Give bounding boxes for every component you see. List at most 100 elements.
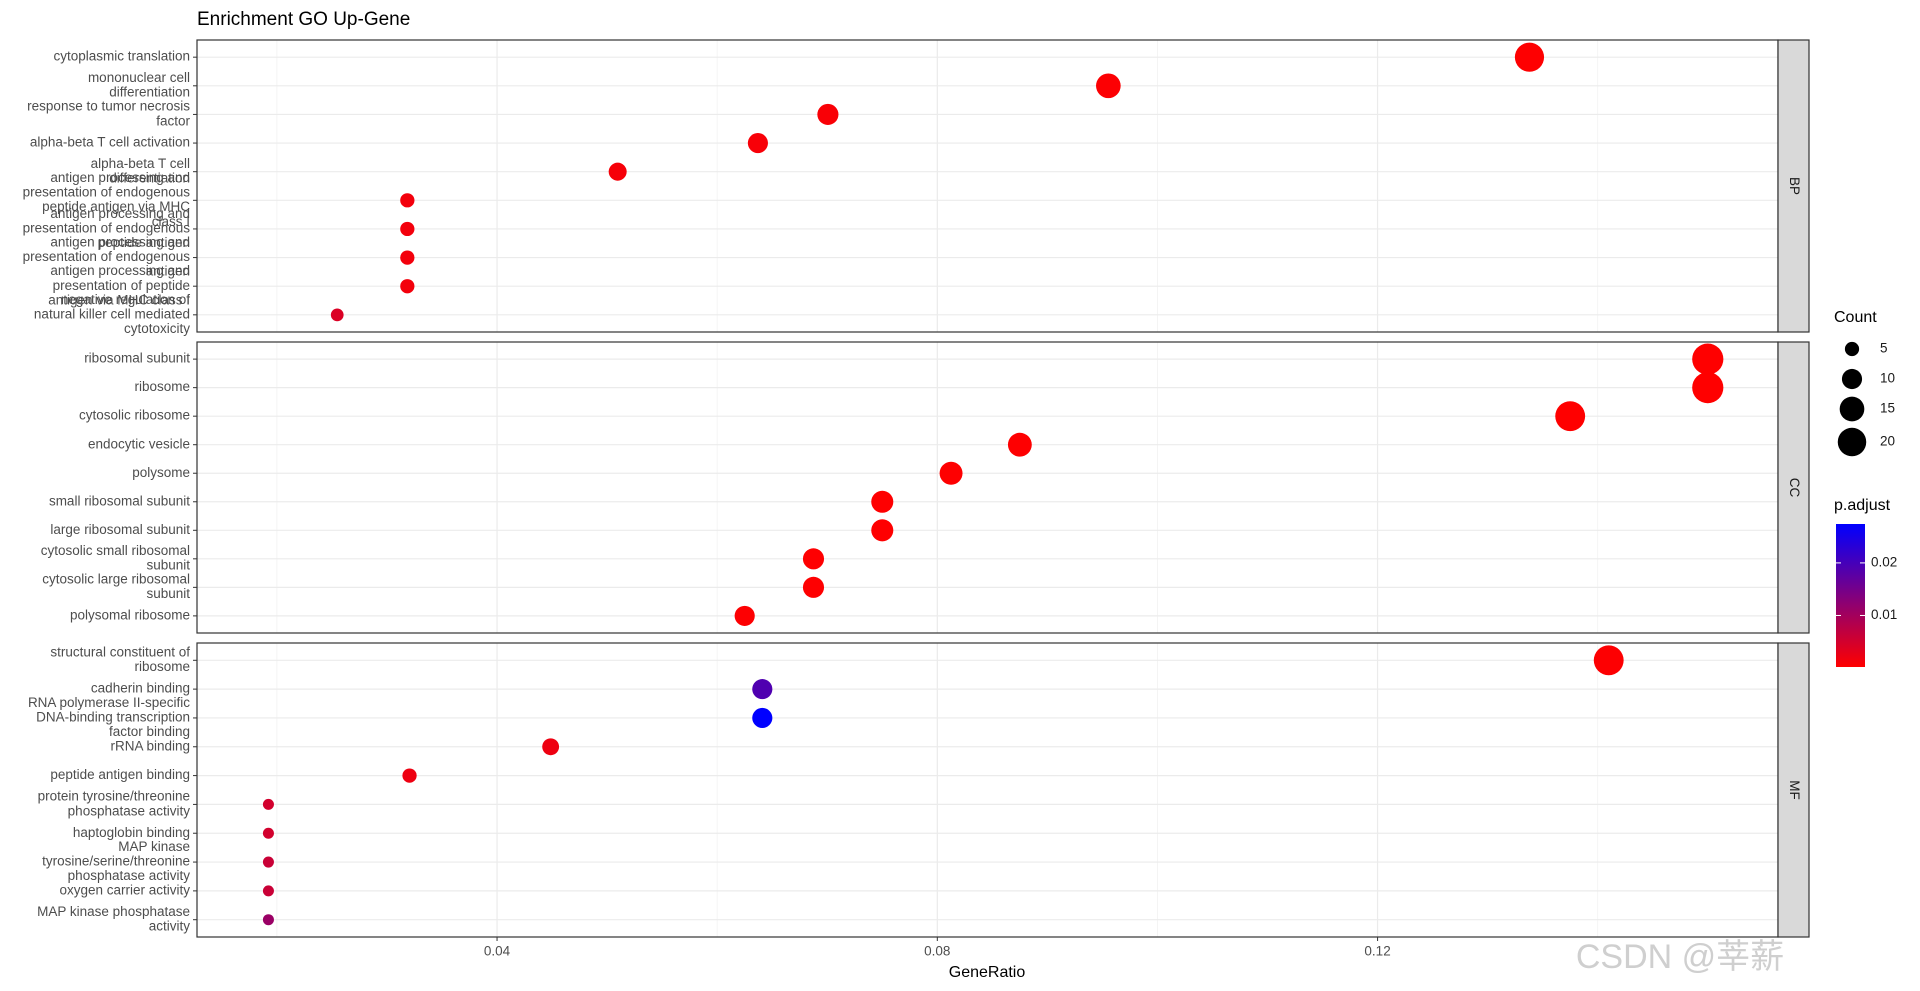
- legend-label: 15: [1880, 401, 1895, 416]
- legend-dot: [1839, 396, 1865, 422]
- y-tick-label: alpha-beta T cell: [91, 156, 190, 171]
- y-tick-label: antigen processing and: [50, 263, 190, 278]
- dot: [542, 738, 560, 756]
- y-tick-label: small ribosomal subunit: [49, 493, 190, 508]
- y-tick-label: antigen processing and: [50, 170, 190, 185]
- y-tick-label: factor: [156, 113, 190, 128]
- y-tick-label: class I: [152, 214, 190, 229]
- chart-title: Enrichment GO Up-Gene: [197, 9, 410, 30]
- y-tick-label: large ribosomal subunit: [50, 522, 190, 537]
- dot: [402, 768, 417, 783]
- legend-dot: [1844, 341, 1860, 357]
- dot: [1007, 432, 1032, 457]
- y-tick-label: antigen processing and: [50, 235, 190, 250]
- y-tick-label: haptoglobin binding: [73, 825, 190, 840]
- colorbar-label: 0.02: [1871, 554, 1897, 569]
- y-tick-label: mononuclear cell: [88, 70, 190, 85]
- colorbar: [1836, 524, 1865, 667]
- y-tick-label: tyrosine/serine/threonine: [42, 854, 190, 869]
- dot: [1692, 372, 1724, 404]
- legend-label: 5: [1880, 341, 1888, 356]
- y-tick-label: presentation of endogenous: [23, 185, 191, 200]
- y-tick-label: MAP kinase phosphatase: [37, 904, 190, 919]
- y-tick-label: presentation of peptide: [53, 278, 190, 293]
- dot: [1692, 343, 1724, 375]
- y-tick-label: natural killer cell mediated: [34, 306, 190, 321]
- dot: [802, 576, 825, 598]
- dot: [400, 250, 415, 265]
- legend-dot: [1837, 427, 1867, 457]
- dot: [734, 605, 755, 626]
- dot: [1096, 73, 1121, 99]
- dot: [262, 856, 274, 868]
- y-tick-label: activity: [149, 919, 191, 934]
- y-tick-label: cadherin binding: [91, 681, 190, 696]
- dot: [802, 548, 825, 570]
- dot: [871, 490, 894, 513]
- y-tick-label: DNA-binding transcription: [36, 710, 190, 725]
- y-tick-label: peptide antigen: [98, 235, 190, 250]
- y-tick-label: ribosome: [134, 379, 190, 394]
- dot: [400, 193, 415, 208]
- dot: [608, 162, 627, 181]
- y-tick-label: subunit: [146, 558, 190, 573]
- panel-background: [197, 342, 1778, 633]
- x-tick-label: 0.12: [1364, 944, 1390, 959]
- y-tick-label: MAP kinase: [118, 839, 190, 854]
- strip-label: MF: [1787, 780, 1802, 800]
- y-tick-label: subunit: [146, 586, 190, 601]
- y-tick-label: RNA polymerase II-specific: [28, 695, 190, 710]
- x-axis-label: GeneRatio: [949, 964, 1026, 981]
- strip: [1777, 39, 1810, 333]
- y-tick-label: cytosolic large ribosomal: [42, 572, 190, 587]
- colorbar-label: 0.01: [1871, 607, 1897, 622]
- y-tick-label: endocytic vesicle: [88, 436, 190, 451]
- y-tick-label: phosphatase activity: [68, 803, 191, 818]
- y-tick-label: differentiation: [109, 171, 190, 186]
- strip-label: BP: [1787, 177, 1802, 195]
- y-tick-label: polysomal ribosome: [70, 607, 190, 622]
- y-tick-label: oxygen carrier activity: [59, 882, 190, 897]
- y-tick-label: alpha-beta T cell activation: [30, 135, 190, 150]
- y-tick-label: cytoplasmic translation: [53, 49, 190, 64]
- y-tick-label: antigen processing and: [50, 206, 190, 221]
- dot: [262, 885, 274, 897]
- dot: [400, 221, 415, 237]
- dot: [747, 132, 768, 154]
- legend-title: Count: [1834, 309, 1877, 326]
- x-tick-label: 0.04: [484, 944, 511, 959]
- y-tick-label: ribosome: [134, 659, 190, 674]
- x-tick-label: 0.08: [924, 944, 950, 959]
- y-tick-label: polysome: [132, 465, 190, 480]
- dot: [1593, 645, 1624, 676]
- y-tick-label: peptide antigen via MHC: [42, 199, 190, 214]
- dot: [262, 914, 274, 926]
- strip: [1777, 642, 1810, 938]
- y-tick-label: cytosolic ribosome: [79, 408, 190, 423]
- dot: [262, 798, 274, 810]
- y-tick-label: presentation of endogenous: [23, 221, 191, 236]
- legend-label: 10: [1880, 371, 1895, 386]
- dot: [817, 103, 839, 125]
- dot: [330, 308, 344, 322]
- y-tick-label: protein tyrosine/threonine: [38, 789, 190, 804]
- strip-label: CC: [1787, 478, 1802, 498]
- legend-dot: [1841, 368, 1863, 390]
- y-tick-label: structural constituent of: [50, 645, 190, 660]
- dot: [262, 827, 274, 839]
- y-tick-label: antigen: [146, 264, 190, 279]
- y-tick-label: antigen via MHC class I: [48, 292, 190, 307]
- watermark: CSDN @莘薪: [1576, 938, 1784, 976]
- dot: [752, 707, 773, 729]
- legend-label: 20: [1880, 434, 1895, 449]
- strip: [1777, 341, 1810, 634]
- legend-title: p.adjust: [1834, 497, 1891, 514]
- y-tick-label: differentiation: [109, 85, 190, 100]
- dot: [752, 679, 773, 700]
- dot: [400, 279, 415, 294]
- y-tick-label: phosphatase activity: [68, 868, 191, 883]
- panel-background: [197, 40, 1778, 332]
- y-tick-label: cytosolic small ribosomal: [41, 543, 190, 558]
- y-tick-label: presentation of endogenous: [23, 249, 191, 264]
